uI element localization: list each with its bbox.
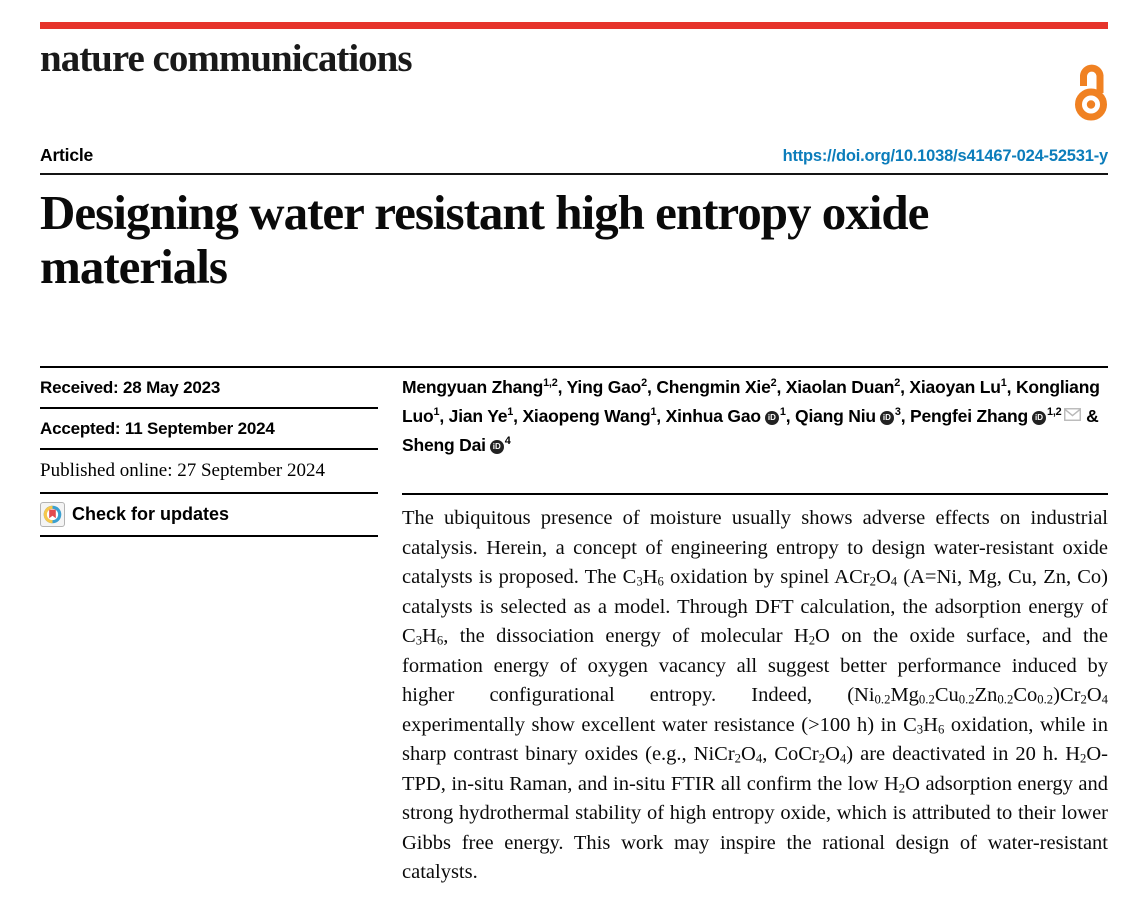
author-name: Chengmin Xie [656, 377, 771, 397]
author-affiliation: 3 [894, 406, 901, 418]
journal-brand-bar [40, 22, 1108, 29]
published-date: Published online: 27 September 2024 [40, 450, 378, 494]
check-for-updates-badge[interactable]: Check for updates [40, 494, 378, 537]
received-date: Received: 28 May 2023 [40, 368, 378, 409]
orcid-icon[interactable]: iD [1032, 411, 1047, 425]
authors-and-abstract-column: Mengyuan Zhang1,2, Ying Gao2, Chengmin X… [402, 368, 1108, 888]
author-name: Ying Gao [566, 377, 642, 397]
metadata-section: Received: 28 May 2023 Accepted: 11 Septe… [40, 366, 1108, 888]
author-affiliation: 1 [433, 406, 440, 418]
author-affiliation: 2 [770, 377, 777, 389]
author-name: Xiaolan Duan [785, 377, 895, 397]
check-for-updates-label: Check for updates [72, 504, 230, 524]
author-name: Jian Ye [448, 406, 508, 426]
article-first-page: nature communications Article https://do… [40, 22, 1108, 888]
dates-column: Received: 28 May 2023 Accepted: 11 Septe… [40, 368, 378, 888]
author-name: Sheng Dai [402, 435, 486, 455]
author-name: Qiang Niu [795, 406, 876, 426]
author-name: Mengyuan Zhang [402, 377, 544, 397]
accepted-date: Accepted: 11 September 2024 [40, 409, 378, 450]
article-type-row: Article https://doi.org/10.1038/s41467-0… [40, 145, 1108, 175]
author-list: Mengyuan Zhang1,2, Ying Gao2, Chengmin X… [402, 377, 1100, 455]
author-affiliation: 1,2 [1047, 406, 1062, 418]
author-affiliation: 4 [504, 435, 511, 447]
author-affiliation: 1 [779, 406, 786, 418]
author-affiliation: 1,2 [543, 377, 558, 389]
email-icon [1063, 408, 1081, 421]
open-access-icon [1075, 64, 1107, 121]
doi-link[interactable]: https://doi.org/10.1038/s41467-024-52531… [782, 147, 1109, 165]
author-affiliation: 1 [1000, 377, 1007, 389]
author-affiliation: 1 [507, 406, 514, 418]
author-name: Xiaoyan Lu [909, 377, 1001, 397]
abstract-text: The ubiquitous presence of moisture usua… [402, 493, 1108, 888]
orcid-icon[interactable]: iD [489, 440, 504, 454]
author-affiliation: 2 [641, 377, 647, 389]
author-affiliation: 2 [894, 377, 901, 389]
author-name: Xiaopeng Wang [522, 406, 651, 426]
orcid-icon[interactable]: iD [764, 411, 779, 425]
orcid-icon[interactable]: iD [879, 411, 894, 425]
author-name: Pengfei Zhang [910, 406, 1029, 426]
article-type-label: Article [40, 145, 94, 165]
author-name: Xinhua Gao [665, 406, 761, 426]
crossmark-icon [40, 502, 65, 527]
journal-logo: nature communications [40, 37, 413, 80]
author-name: Kongliang Luo [402, 377, 1100, 426]
author-affiliation: 1 [650, 406, 657, 418]
paper-title: Designing water resistant high entropy o… [40, 185, 929, 294]
